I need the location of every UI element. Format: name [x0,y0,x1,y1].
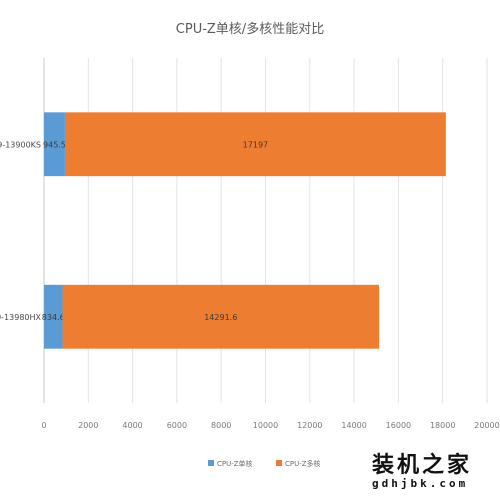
gridlines [43,58,488,403]
bar-multi-core [62,284,380,349]
bar-multi-core [64,112,446,177]
x-tick-label: 20000 [474,421,499,430]
x-tick-label: 0 [41,421,46,430]
bars: 945.5 17197 834.6 14291.6 [42,112,446,349]
legend: CPU-Z单核 CPU-Z多核 [208,459,321,468]
x-tick-label: 10000 [253,421,278,430]
x-tick-label: 2000 [78,421,98,430]
data-label: 14291.6 [204,313,237,322]
x-tick-label: 18000 [430,421,455,430]
x-tick-label: 16000 [386,421,411,430]
bar-single-core [44,112,65,177]
x-tick-label: 4000 [122,421,142,430]
x-axis-ticks: 0 2000 4000 6000 8000 10000 12000 14000 16000 180… [41,421,499,430]
category-label: i9-13980HX [0,313,42,322]
bar-single-core [44,284,63,349]
legend-swatch [208,460,214,466]
legend-label: CPU-Z多核 [285,459,321,468]
data-label: 17197 [243,140,268,149]
legend-label: CPU-Z单核 [217,459,253,468]
x-tick-label: 14000 [341,421,366,430]
watermark-url: gdhjbk.com [372,477,469,490]
data-label: 834.6 [42,313,65,322]
category-labels: i9-13900KS i9-13980HX [0,140,42,322]
x-tick-label: 8000 [211,421,231,430]
category-label: i9-13900KS [0,140,41,149]
x-tick-label: 6000 [167,421,187,430]
legend-swatch [276,460,282,466]
data-label: 945.5 [43,140,66,149]
chart-title: CPU-Z单核/多核性能对比 [176,21,324,37]
watermark-site-name: 装机之家 [372,452,473,478]
x-tick-label: 12000 [297,421,322,430]
